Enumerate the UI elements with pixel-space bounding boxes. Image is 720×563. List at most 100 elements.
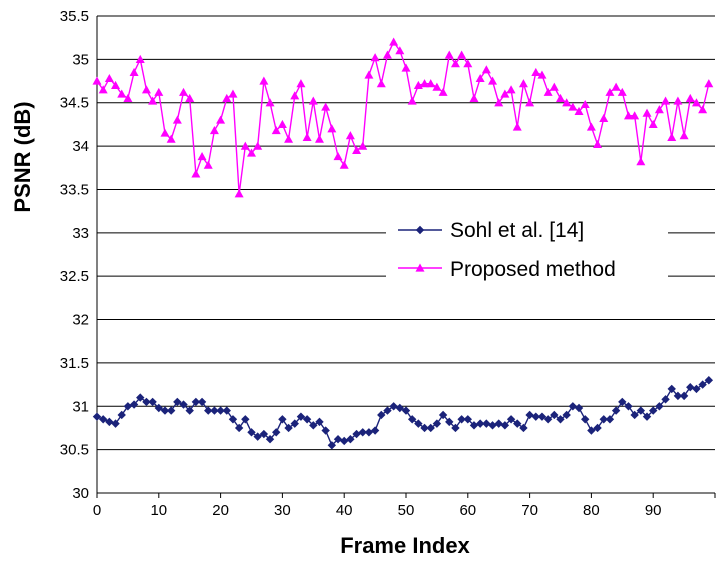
y-tick-label: 32.5 <box>60 268 89 285</box>
data-point-sohl <box>197 397 207 407</box>
data-point-sohl <box>593 423 602 433</box>
data-point-sohl <box>630 410 639 420</box>
data-point-proposed <box>673 96 683 105</box>
data-point-sohl <box>500 421 510 430</box>
data-point-sohl <box>321 426 330 435</box>
data-point-sohl <box>278 415 287 424</box>
x-tick-label: 0 <box>93 502 101 519</box>
data-point-sohl <box>142 397 151 407</box>
data-point-proposed <box>141 85 151 94</box>
legend-marker-proposed <box>415 263 425 272</box>
x-tick-label: 60 <box>459 502 476 519</box>
data-point-proposed <box>382 50 392 59</box>
data-point-sohl <box>154 403 163 413</box>
data-point-sohl <box>550 410 559 420</box>
data-point-sohl <box>414 419 423 428</box>
data-point-sohl <box>679 391 689 401</box>
data-point-proposed <box>407 96 417 105</box>
data-point-proposed <box>302 132 312 142</box>
y-tick-label: 31 <box>72 398 89 415</box>
data-point-sohl <box>346 435 355 444</box>
y-tick-label: 34 <box>72 138 89 155</box>
data-point-sohl <box>667 384 676 394</box>
data-point-proposed <box>265 98 275 107</box>
data-point-sohl <box>488 421 497 430</box>
data-point-proposed <box>593 139 603 148</box>
data-point-sohl <box>395 403 405 413</box>
data-point-proposed <box>475 73 485 83</box>
data-point-sohl <box>315 417 324 427</box>
horizontal-gridlines <box>97 15 715 451</box>
x-tick-label: 50 <box>398 502 415 519</box>
data-point-proposed <box>308 96 318 105</box>
data-point-sohl <box>222 406 231 415</box>
data-point-proposed <box>685 93 695 102</box>
data-point-proposed <box>277 119 287 129</box>
data-point-sohl <box>117 410 126 420</box>
legend-box <box>386 212 668 290</box>
data-point-proposed <box>617 87 627 96</box>
data-point-proposed <box>630 111 640 120</box>
data-point-proposed <box>512 122 522 131</box>
data-point-proposed <box>228 89 238 98</box>
data-point-proposed <box>395 46 405 55</box>
data-point-sohl <box>216 406 225 415</box>
data-point-proposed <box>92 76 102 85</box>
data-point-proposed <box>203 160 213 169</box>
data-point-proposed <box>253 141 263 150</box>
data-point-proposed <box>691 98 701 107</box>
data-point-proposed <box>574 106 584 115</box>
y-tick-label: 31.5 <box>60 355 89 372</box>
data-point-proposed <box>438 87 448 96</box>
data-point-proposed <box>290 91 300 100</box>
data-point-proposed <box>488 76 498 85</box>
data-point-proposed <box>259 76 269 85</box>
data-point-sohl <box>426 423 435 433</box>
data-point-sohl <box>482 419 491 428</box>
data-point-proposed <box>172 115 182 124</box>
data-point-sohl <box>333 435 343 444</box>
data-point-proposed <box>580 99 590 109</box>
data-point-proposed <box>209 125 219 135</box>
data-point-sohl <box>704 376 714 385</box>
data-point-sohl <box>228 415 238 424</box>
data-point-sohl <box>649 406 658 415</box>
data-point-sohl <box>673 391 683 401</box>
data-point-proposed <box>549 82 559 91</box>
data-point-sohl <box>377 410 386 420</box>
data-point-sohl <box>272 428 281 437</box>
data-point-proposed <box>457 50 467 59</box>
data-point-sohl <box>420 423 429 433</box>
data-point-proposed <box>98 85 108 94</box>
data-point-proposed <box>179 87 189 96</box>
data-point-sohl <box>210 406 219 415</box>
data-point-proposed <box>605 87 615 96</box>
data-point-proposed <box>481 65 491 74</box>
data-point-proposed <box>327 124 337 133</box>
data-point-sohl <box>173 397 182 407</box>
data-point-proposed <box>148 96 158 105</box>
x-tick-label: 80 <box>583 502 600 519</box>
data-point-proposed <box>661 96 671 105</box>
x-tick-label: 20 <box>212 502 229 519</box>
data-point-proposed <box>135 54 145 63</box>
data-point-proposed <box>450 59 460 68</box>
legend-marker-sohl <box>415 225 425 235</box>
data-point-sohl <box>642 412 652 421</box>
data-point-proposed <box>240 141 250 150</box>
data-point-proposed <box>370 53 380 62</box>
data-point-sohl <box>457 415 466 424</box>
data-point-proposed <box>611 82 621 91</box>
data-point-proposed <box>216 115 226 124</box>
data-point-sohl <box>327 441 337 450</box>
data-point-sohl <box>253 432 262 441</box>
data-point-proposed <box>401 63 411 72</box>
data-point-sohl <box>166 406 176 415</box>
series-markers <box>92 37 714 450</box>
data-point-proposed <box>432 82 442 91</box>
data-point-proposed <box>500 89 510 98</box>
data-point-proposed <box>129 67 139 76</box>
y-tick-label: 35 <box>72 51 89 68</box>
data-point-proposed <box>420 79 430 88</box>
